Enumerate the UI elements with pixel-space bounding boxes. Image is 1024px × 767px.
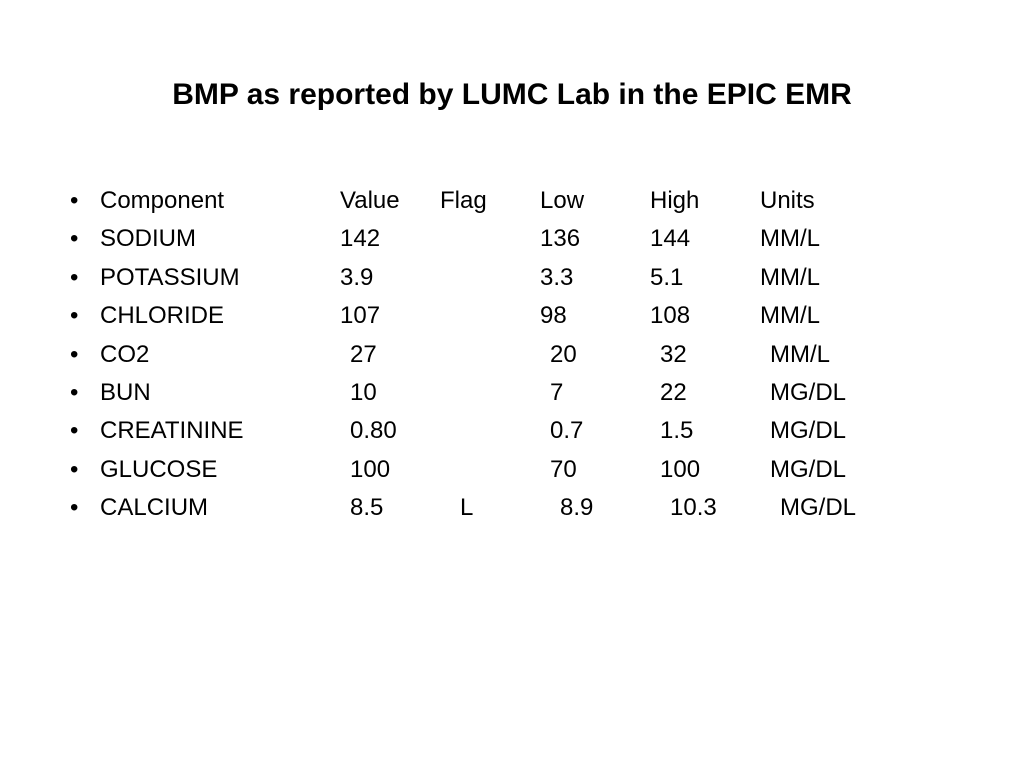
table-row: • BUN 10 7 22 MG/DL bbox=[70, 374, 1024, 412]
cell-units: MM/L bbox=[770, 336, 890, 374]
col-header-high: High bbox=[650, 182, 760, 220]
cell-units: MM/L bbox=[760, 220, 880, 258]
cell-value: 107 bbox=[340, 297, 440, 335]
table-row: • CHLORIDE 107 98 108 MM/L bbox=[70, 297, 1024, 335]
cell-value: 0.80 bbox=[340, 412, 450, 450]
cell-component: CO2 bbox=[100, 336, 340, 374]
cell-value: 100 bbox=[340, 451, 450, 489]
bullet-icon: • bbox=[70, 220, 100, 258]
col-header-value: Value bbox=[340, 182, 440, 220]
cell-component: POTASSIUM bbox=[100, 259, 340, 297]
cell-high: 144 bbox=[650, 220, 760, 258]
slide: BMP as reported by LUMC Lab in the EPIC … bbox=[0, 0, 1024, 767]
cell-high: 22 bbox=[660, 374, 770, 412]
cell-units: MG/DL bbox=[770, 412, 890, 450]
cell-units: MG/DL bbox=[770, 451, 890, 489]
cell-component: CREATININE bbox=[100, 412, 340, 450]
cell-low: 3.3 bbox=[540, 259, 650, 297]
bullet-icon: • bbox=[70, 297, 100, 335]
cell-low: 8.9 bbox=[560, 489, 670, 527]
lab-table: • Component Value Flag Low High Units • … bbox=[0, 182, 1024, 528]
table-row: • CALCIUM 8.5 L 8.9 10.3 MG/DL bbox=[70, 489, 1024, 527]
cell-low: 70 bbox=[550, 451, 660, 489]
bullet-icon: • bbox=[70, 259, 100, 297]
cell-units: MM/L bbox=[760, 259, 880, 297]
bullet-icon: • bbox=[70, 412, 100, 450]
cell-units: MG/DL bbox=[770, 374, 890, 412]
cell-high: 108 bbox=[650, 297, 760, 335]
cell-component: SODIUM bbox=[100, 220, 340, 258]
table-row: • CREATININE 0.80 0.7 1.5 MG/DL bbox=[70, 412, 1024, 450]
cell-low: 0.7 bbox=[550, 412, 660, 450]
cell-high: 32 bbox=[660, 336, 770, 374]
cell-value: 27 bbox=[340, 336, 450, 374]
bullet-icon: • bbox=[70, 336, 100, 374]
bullet-icon: • bbox=[70, 374, 100, 412]
cell-low: 20 bbox=[550, 336, 660, 374]
cell-value: 142 bbox=[340, 220, 440, 258]
page-title: BMP as reported by LUMC Lab in the EPIC … bbox=[0, 78, 1024, 112]
bullet-icon: • bbox=[70, 489, 100, 527]
cell-high: 10.3 bbox=[670, 489, 780, 527]
cell-units: MG/DL bbox=[780, 489, 900, 527]
cell-component: CHLORIDE bbox=[100, 297, 340, 335]
table-header-row: • Component Value Flag Low High Units bbox=[70, 182, 1024, 220]
table-row: • SODIUM 142 136 144 MM/L bbox=[70, 220, 1024, 258]
cell-units: MM/L bbox=[760, 297, 880, 335]
cell-high: 100 bbox=[660, 451, 770, 489]
bullet-icon: • bbox=[70, 182, 100, 220]
bullet-icon: • bbox=[70, 451, 100, 489]
table-row: • GLUCOSE 100 70 100 MG/DL bbox=[70, 451, 1024, 489]
cell-low: 7 bbox=[550, 374, 660, 412]
cell-low: 98 bbox=[540, 297, 650, 335]
col-header-units: Units bbox=[760, 182, 880, 220]
cell-value: 8.5 bbox=[340, 489, 450, 527]
cell-low: 136 bbox=[540, 220, 650, 258]
cell-flag: L bbox=[450, 489, 560, 527]
table-row: • CO2 27 20 32 MM/L bbox=[70, 336, 1024, 374]
cell-high: 1.5 bbox=[660, 412, 770, 450]
col-header-flag: Flag bbox=[440, 182, 540, 220]
col-header-low: Low bbox=[540, 182, 650, 220]
col-header-component: Component bbox=[100, 182, 340, 220]
cell-component: BUN bbox=[100, 374, 340, 412]
cell-value: 10 bbox=[340, 374, 450, 412]
cell-component: CALCIUM bbox=[100, 489, 340, 527]
table-row: • POTASSIUM 3.9 3.3 5.1 MM/L bbox=[70, 259, 1024, 297]
cell-component: GLUCOSE bbox=[100, 451, 340, 489]
cell-high: 5.1 bbox=[650, 259, 760, 297]
cell-value: 3.9 bbox=[340, 259, 440, 297]
